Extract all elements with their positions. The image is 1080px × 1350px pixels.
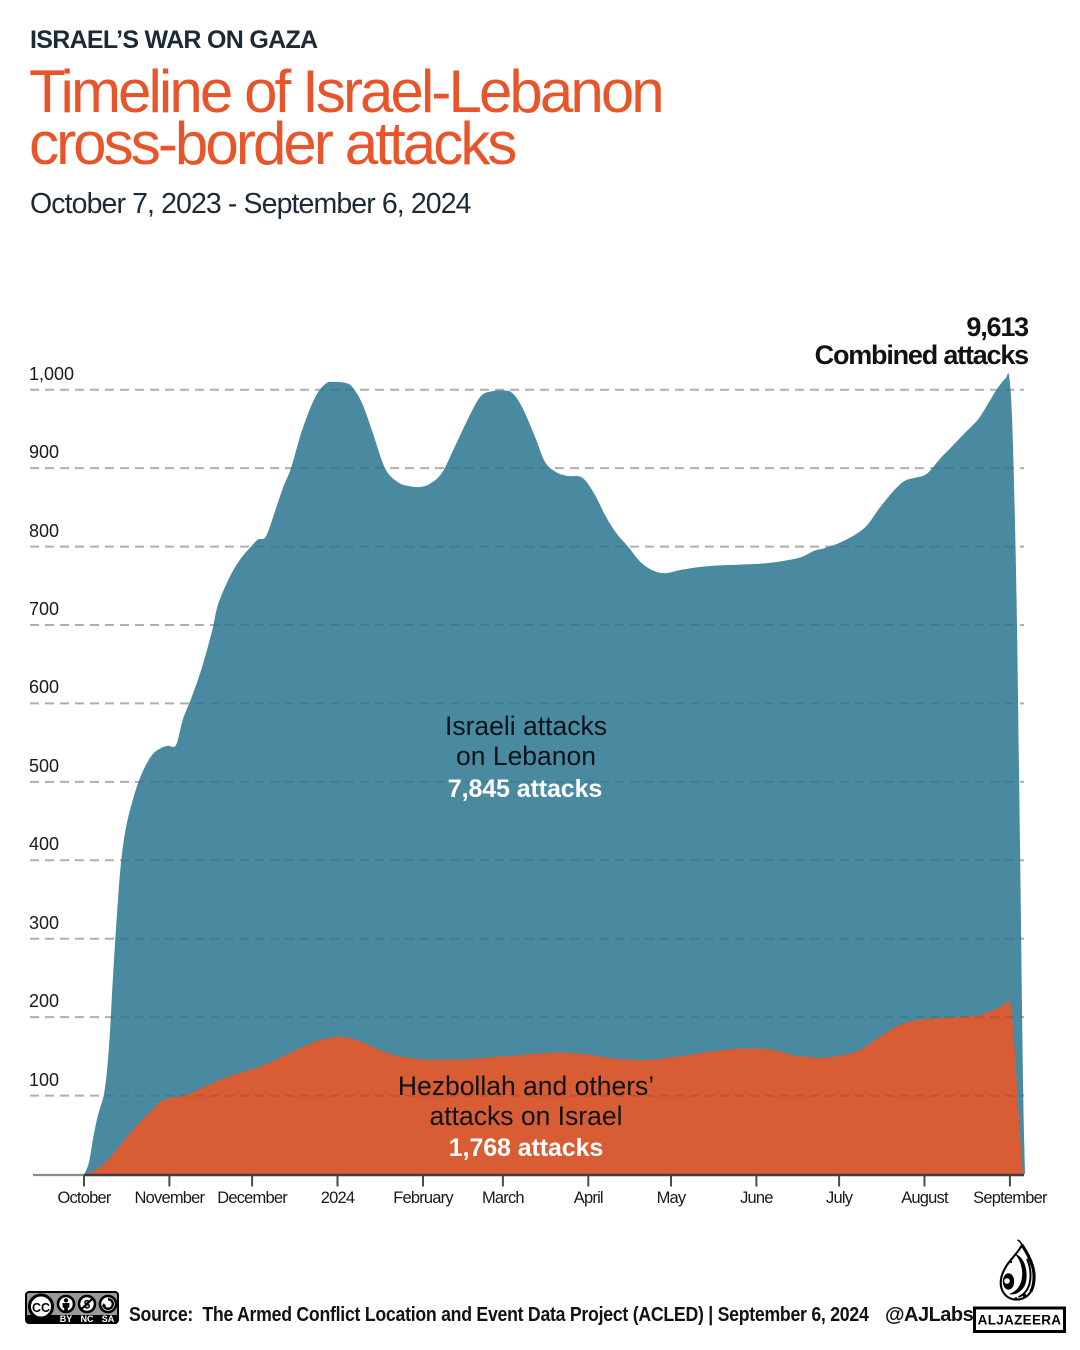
svg-text:BY: BY	[60, 1314, 73, 1324]
svg-text:$: $	[84, 1300, 91, 1312]
svg-text:ALJAZEERA: ALJAZEERA	[978, 1313, 1062, 1328]
svg-text:SA: SA	[102, 1314, 115, 1324]
svg-text:CC: CC	[32, 1301, 50, 1315]
svg-text:NC: NC	[81, 1314, 94, 1324]
